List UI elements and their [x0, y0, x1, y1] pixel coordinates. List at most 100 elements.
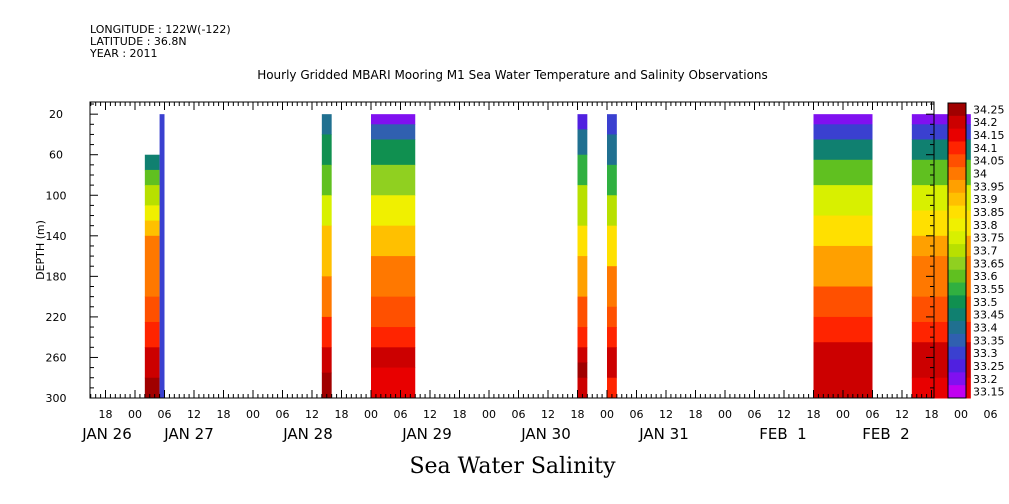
x-hour-label: 12: [541, 408, 555, 421]
salinity-band: [371, 195, 416, 227]
colorbar-swatch: [948, 295, 966, 309]
y-tick-label: 180: [46, 270, 67, 283]
colorbar-swatch: [948, 218, 966, 232]
x-hour-label: 06: [394, 408, 408, 421]
latitude-label: LATITUDE : 36.8N: [90, 35, 187, 48]
salinity-band: [371, 164, 416, 196]
colorbar-swatch: [948, 205, 966, 219]
colorbar-label: 34.1: [973, 142, 998, 155]
salinity-band: [607, 164, 617, 196]
y-tick-label: 260: [46, 351, 67, 364]
y-tick-label: 300: [46, 392, 67, 405]
salinity-band: [144, 154, 160, 171]
colorbar-swatch: [948, 308, 966, 322]
x-hour-label: 06: [866, 408, 880, 421]
colorbar-label: 33.45: [973, 309, 1005, 322]
colorbar-swatch: [948, 167, 966, 181]
salinity-band: [607, 114, 617, 135]
x-hour-label: 18: [807, 408, 821, 421]
x-hour-label: 18: [217, 408, 231, 421]
longitude-label: LONGITUDE : 122W(-122): [90, 23, 231, 36]
x-hour-label: 18: [925, 408, 939, 421]
x-hour-label: 12: [659, 408, 673, 421]
salinity-band: [321, 134, 332, 166]
salinity-band: [371, 296, 416, 328]
x-hour-label: 18: [99, 408, 113, 421]
salinity-band: [144, 205, 160, 222]
x-date-label: JAN 29: [401, 425, 452, 443]
x-date-label: FEB 2: [862, 425, 909, 443]
x-date-label: JAN 28: [282, 425, 333, 443]
x-hour-label: 00: [128, 408, 142, 421]
colorbar-label: 33.7: [973, 245, 998, 258]
x-hour-label: 00: [836, 408, 850, 421]
salinity-band: [577, 347, 588, 364]
x-hour-label: 18: [335, 408, 349, 421]
salinity-band: [577, 114, 588, 130]
year-label: YEAR : 2011: [90, 47, 158, 60]
y-tick-label: 60: [49, 149, 63, 162]
salinity-band: [371, 256, 416, 298]
colorbar-label: 33.9: [973, 193, 998, 206]
x-hour-label: 06: [984, 408, 998, 421]
salinity-band: [371, 124, 416, 141]
salinity-band: [577, 362, 588, 379]
colorbar-swatch: [948, 385, 966, 399]
data-layer: [144, 114, 971, 399]
y-axis: 20 60 100 140 180 220 260 300 DEPTH (m): [34, 103, 934, 405]
salinity-band: [321, 164, 332, 196]
salinity-band: [813, 342, 873, 379]
salinity-band: [577, 129, 588, 156]
colorbar-label: 33.75: [973, 232, 1005, 245]
salinity-band: [813, 139, 873, 161]
colorbar-label: 33.35: [973, 334, 1005, 347]
colorbar-label: 34.25: [973, 103, 1005, 116]
x-date-label: JAN 26: [81, 425, 132, 443]
salinity-band: [144, 321, 160, 348]
colorbar-label: 33.2: [973, 373, 998, 386]
colorbar-label: 33.25: [973, 360, 1005, 373]
colorbar-swatch: [948, 141, 966, 155]
x-hour-label: 00: [482, 408, 496, 421]
chart-caption: Sea Water Salinity: [409, 454, 616, 479]
y-tick-label: 220: [46, 311, 67, 324]
salinity-band: [577, 377, 588, 399]
salinity-band: [577, 225, 588, 257]
colorbar-swatch: [948, 179, 966, 194]
colorbar-swatch: [948, 372, 966, 386]
salinity-band: [607, 134, 617, 166]
salinity-band: [159, 114, 165, 399]
colorbar-frame: [947, 102, 967, 399]
salinity-band: [813, 114, 873, 125]
x-hour-label: 12: [305, 408, 319, 421]
x-hour-label: 06: [630, 408, 644, 421]
colorbar-swatch: [948, 321, 966, 335]
colorbar-label: 34.15: [973, 129, 1005, 142]
salinity-band: [371, 114, 416, 125]
colorbar-swatch: [948, 282, 966, 296]
salinity-band: [321, 372, 332, 399]
salinity-band: [321, 225, 332, 277]
y-tick-label: 100: [46, 189, 67, 202]
salinity-band: [577, 296, 588, 328]
salinity-band: [607, 266, 617, 308]
x-hour-label: 06: [748, 408, 762, 421]
salinity-band: [813, 159, 873, 186]
colorbar-swatch: [948, 256, 966, 271]
colorbar-label: 34.05: [973, 155, 1005, 168]
x-axis: 18 00 06 12 18 00 06 12 18 00 06 12 18 00 06 12 18 00 06 12…: [81, 102, 998, 443]
chart-title-wrap: Hourly Gridded MBARI Mooring M1 Sea Wate…: [0, 68, 1009, 82]
plot-frame: [89, 101, 935, 399]
x-date-label: JAN 27: [163, 425, 214, 443]
salinity-band: [321, 195, 332, 227]
salinity-band: [813, 316, 873, 343]
salinity-band: [607, 195, 617, 227]
salinity-band: [144, 220, 160, 237]
salinity-band: [321, 276, 332, 318]
x-hour-label: 12: [187, 408, 201, 421]
x-date-label: JAN 31: [638, 425, 689, 443]
colorbar-swatch: [948, 231, 966, 245]
salinity-band: [321, 316, 332, 348]
salinity-band: [144, 185, 160, 206]
